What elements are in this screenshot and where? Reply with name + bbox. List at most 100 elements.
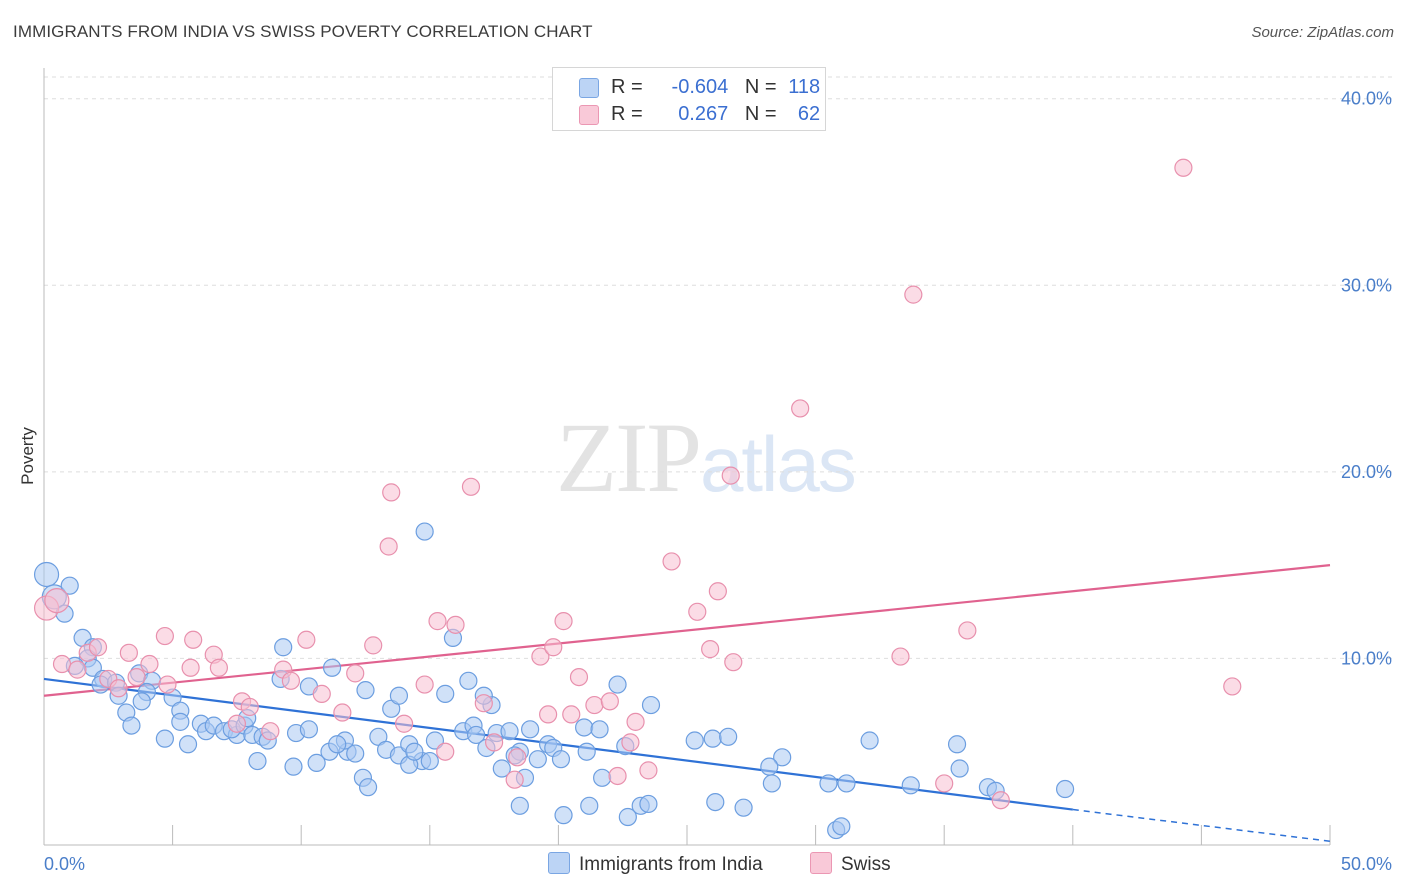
swiss-point	[904, 285, 923, 304]
swiss-point	[346, 664, 365, 683]
swiss-point	[791, 399, 810, 418]
india-point	[284, 757, 303, 776]
legend-swatch-india	[579, 78, 599, 98]
swiss-point	[569, 667, 589, 687]
india-point	[299, 720, 319, 739]
swiss-point	[155, 626, 174, 646]
trend-swiss-solid	[43, 564, 1331, 697]
legend-n-value-swiss: 62	[797, 103, 821, 125]
legend-n-value-india: 118	[788, 76, 821, 98]
legend-swatch-swiss	[579, 105, 599, 125]
india-point	[639, 794, 658, 814]
chart-title: IMMIGRANTS FROM INDIA VS SWISS POVERTY C…	[13, 22, 593, 41]
swiss-point	[88, 638, 108, 657]
swiss-point	[181, 658, 200, 677]
swiss-point	[68, 660, 87, 679]
watermark: ZIPatlas	[556, 400, 857, 515]
india-point	[459, 671, 478, 690]
swiss-point	[505, 770, 524, 789]
swiss-point	[240, 697, 259, 717]
india-point	[593, 768, 612, 787]
india-point	[420, 751, 439, 771]
swiss-point	[461, 477, 481, 496]
swiss-point	[508, 748, 527, 767]
india-point	[356, 681, 375, 700]
x-tick-labels: 0.0% 50.0%	[44, 854, 1392, 874]
swiss-point	[958, 621, 977, 640]
y-tick-labels: 10.0% 20.0% 30.0% 40.0%	[1341, 89, 1392, 669]
swiss-point	[140, 654, 159, 674]
india-point	[415, 522, 434, 541]
india-point	[346, 744, 365, 763]
india-point	[685, 731, 704, 750]
india-point	[500, 722, 519, 741]
india-point	[466, 725, 486, 745]
india-point	[436, 684, 455, 703]
india-point	[155, 729, 174, 748]
india-point	[860, 731, 879, 750]
india-point	[178, 735, 198, 754]
swiss-point	[708, 582, 727, 601]
india-point	[122, 716, 141, 735]
bottom-legend-india: Immigrants from India	[548, 852, 763, 876]
india-point	[33, 561, 60, 588]
swiss-point	[109, 679, 128, 698]
bottom-legend-label-india: Immigrants from India	[579, 854, 763, 875]
points-swiss	[33, 158, 1242, 810]
india-point	[1055, 779, 1075, 799]
swiss-point	[562, 705, 581, 724]
india-point	[322, 658, 342, 677]
y-tick-label: 40.0%	[1341, 89, 1392, 109]
swiss-point	[639, 761, 658, 780]
india-point	[405, 742, 424, 761]
india-point	[521, 720, 540, 739]
india-point	[510, 796, 529, 815]
swiss-point	[701, 640, 720, 659]
india-point	[760, 757, 779, 776]
india-point	[554, 806, 573, 825]
swiss-point	[364, 636, 383, 655]
swiss-point	[394, 714, 414, 733]
legend-stats-swiss: R = 0.267 N = 62	[611, 103, 820, 126]
india-point	[580, 796, 599, 815]
swiss-point	[724, 653, 743, 672]
india-point	[950, 759, 969, 778]
india-point	[492, 759, 511, 778]
bottom-swatch-india	[548, 852, 570, 874]
watermark-atlas: atlas	[700, 420, 857, 508]
bottom-swatch-swiss	[810, 852, 832, 874]
india-point	[328, 735, 347, 754]
swiss-point	[554, 612, 573, 631]
swiss-point	[621, 733, 640, 752]
x-tick-label-min: 0.0%	[44, 854, 85, 874]
swiss-point	[127, 667, 146, 687]
india-point	[762, 774, 781, 793]
legend-r-label: R =	[611, 103, 643, 125]
y-tick-label: 20.0%	[1341, 462, 1392, 482]
bottom-legend-label-swiss: Swiss	[841, 854, 891, 875]
axes	[43, 68, 1331, 846]
india-point	[719, 727, 738, 746]
india-point	[641, 695, 661, 715]
india-point	[608, 675, 627, 694]
swiss-point	[935, 774, 954, 793]
india-point	[577, 742, 596, 761]
swiss-point	[539, 705, 558, 724]
legend-r-value-swiss: 0.267	[678, 103, 729, 125]
swiss-point	[608, 766, 627, 786]
swiss-point	[1174, 158, 1193, 177]
swiss-point	[379, 537, 398, 556]
swiss-point	[333, 703, 352, 722]
swiss-point	[485, 733, 504, 752]
swiss-point	[891, 647, 910, 666]
stats-legend: R = -0.604 N = 118 R = 0.267 N = 62	[552, 67, 826, 131]
source-label: Source: ZipAtlas.com	[1251, 24, 1394, 41]
bottom-legend-swiss: Swiss	[810, 852, 891, 876]
swiss-point	[261, 722, 280, 741]
india-point	[132, 692, 151, 711]
india-point	[248, 751, 267, 771]
legend-n-label: N =	[744, 76, 777, 98]
swiss-point	[600, 692, 619, 711]
india-point	[528, 750, 547, 769]
